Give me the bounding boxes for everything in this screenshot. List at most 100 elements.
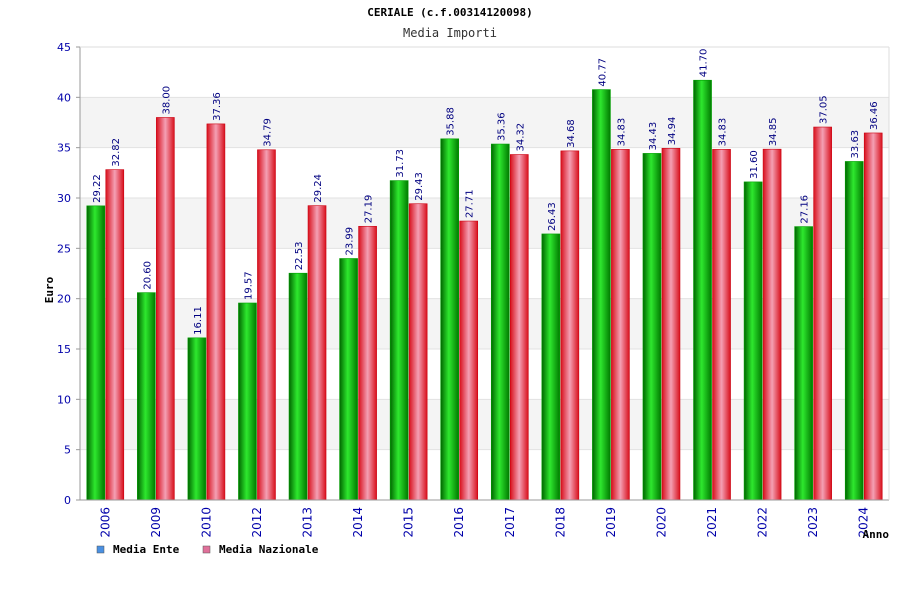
grid-band: [80, 47, 889, 98]
value-label-media-nazionale-2022: 34.85: [768, 118, 779, 147]
y-tick-label: 10: [57, 393, 71, 406]
axes: [79, 46, 890, 501]
value-label-media-ente-2015: 31.73: [395, 149, 406, 178]
bar-media-ente-2018: [541, 233, 561, 501]
bar-media-nazionale-2016: [459, 220, 479, 501]
legend: Media Ente Media Nazionale: [96, 543, 319, 556]
bar-media-ente-2010: [187, 337, 207, 501]
value-label-media-nazionale-2009: 38.00: [161, 86, 172, 115]
y-tick-label: 5: [64, 444, 71, 457]
bar-media-nazionale-2013: [307, 205, 327, 501]
legend-label-media-ente: Media Ente: [113, 543, 180, 556]
x-tick-label-2013: 2013: [301, 507, 315, 538]
x-tick-label-2023: 2023: [806, 507, 820, 538]
bar-media-nazionale-2021: [712, 149, 731, 501]
y-tick-label: 35: [57, 142, 71, 155]
value-label-media-ente-2016: 35.88: [446, 107, 457, 136]
bar-media-ente-2013: [288, 272, 308, 501]
bar-media-ente-2024: [844, 161, 864, 501]
x-tick-label-2009: 2009: [149, 507, 163, 538]
y-tick-label: 20: [57, 293, 71, 306]
value-label-media-ente-2013: 22.53: [294, 242, 305, 271]
value-label-media-ente-2020: 34.43: [648, 122, 659, 151]
value-label-media-nazionale-2023: 37.05: [819, 95, 830, 124]
bar-media-nazionale-2015: [408, 203, 428, 501]
bar-media-ente-2012: [238, 302, 257, 501]
bar-media-ente-2019: [592, 89, 611, 501]
legend-swatch-media-ente: [96, 545, 105, 554]
y-tick-label: 40: [57, 91, 71, 104]
value-label-media-nazionale-2015: 29.43: [414, 172, 425, 201]
value-label-media-ente-2017: 35.36: [496, 112, 507, 141]
value-label-media-ente-2014: 23.99: [345, 227, 356, 256]
legend-label-media-nazionale: Media Nazionale: [219, 543, 319, 556]
value-label-media-nazionale-2012: 34.79: [262, 118, 273, 147]
bar-media-ente-2009: [137, 292, 156, 501]
x-tick-label-2014: 2014: [351, 507, 365, 538]
bar-media-nazionale-2010: [206, 123, 226, 501]
bar-media-ente-2015: [389, 180, 409, 501]
chart-subtitle: Media Importi: [403, 26, 497, 40]
bar-media-nazionale-2012: [257, 149, 276, 501]
x-axis-ticks: 2006 2009 2010 2012 2013 2014 2015 2016 2017 2018…: [98, 507, 870, 538]
bar-media-ente-2023: [794, 226, 813, 501]
legend-swatch-media-nazionale: [202, 545, 211, 554]
value-label-media-nazionale-2024: 36.46: [869, 101, 880, 130]
value-label-media-ente-2019: 40.77: [597, 58, 608, 87]
value-label-media-ente-2010: 16.11: [193, 306, 204, 335]
bar-media-nazionale-2020: [661, 147, 681, 501]
y-tick-label: 25: [57, 242, 71, 255]
x-tick-label-2019: 2019: [604, 507, 618, 538]
bar-media-ente-2017: [490, 143, 510, 501]
bar-media-nazionale-2024: [863, 132, 883, 501]
value-label-media-nazionale-2013: 29.24: [313, 174, 324, 203]
y-tick-label: 45: [57, 41, 71, 54]
value-label-media-ente-2009: 20.60: [142, 261, 153, 290]
x-tick-label-2010: 2010: [199, 507, 213, 538]
y-axis-label: Euro: [43, 276, 56, 303]
value-label-media-ente-2018: 26.43: [547, 202, 558, 231]
value-label-media-nazionale-2019: 34.83: [616, 118, 627, 147]
bar-media-nazionale-2022: [762, 148, 782, 501]
value-label-media-nazionale-2020: 34.94: [667, 117, 678, 146]
value-label-media-ente-2006: 29.22: [92, 174, 103, 203]
value-label-media-nazionale-2010: 37.36: [212, 92, 223, 121]
value-label-media-ente-2022: 31.60: [749, 150, 760, 179]
bar-media-nazionale-2014: [358, 225, 377, 501]
bar-media-ente-2021: [693, 79, 712, 501]
bars: [86, 79, 883, 501]
value-label-media-nazionale-2021: 34.83: [718, 118, 729, 147]
x-tick-label-2015: 2015: [402, 507, 416, 538]
bar-media-nazionale-2009: [156, 117, 175, 501]
x-tick-label-2017: 2017: [503, 507, 517, 538]
value-label-media-ente-2024: 33.63: [850, 130, 861, 159]
bar-media-ente-2022: [743, 181, 763, 501]
y-tick-label: 15: [57, 343, 71, 356]
value-label-media-nazionale-2017: 34.32: [515, 123, 526, 152]
bar-media-nazionale-2019: [611, 149, 630, 501]
value-label-media-ente-2023: 27.16: [800, 195, 811, 224]
value-label-media-ente-2021: 41.70: [699, 49, 710, 78]
bar-media-nazionale-2006: [105, 169, 125, 501]
y-tick-label: 0: [64, 494, 71, 507]
x-tick-label-2022: 2022: [756, 507, 770, 538]
value-label-media-nazionale-2014: 27.19: [364, 195, 375, 224]
bar-media-ente-2016: [440, 138, 460, 501]
value-labels: 29.22 32.82 20.60 38.00 16.11 37.36 19.57 34.79…: [92, 49, 880, 335]
y-tick-label: 30: [57, 192, 71, 205]
bar-media-ente-2020: [642, 153, 662, 501]
value-label-media-ente-2012: 19.57: [243, 271, 254, 300]
x-tick-label-2024: 2024: [857, 507, 871, 538]
bar-media-nazionale-2018: [560, 150, 580, 501]
x-tick-label-2020: 2020: [654, 507, 668, 538]
x-tick-label-2012: 2012: [250, 507, 264, 538]
value-label-media-nazionale-2018: 34.68: [566, 119, 577, 148]
bar-media-nazionale-2023: [813, 126, 832, 501]
value-label-media-nazionale-2006: 32.82: [111, 138, 122, 167]
chart-title: CERIALE (c.f.00314120098): [367, 6, 533, 19]
value-label-media-nazionale-2016: 27.71: [465, 189, 476, 218]
x-tick-label-2018: 2018: [553, 507, 567, 538]
x-tick-label-2006: 2006: [98, 507, 112, 538]
bar-media-nazionale-2017: [509, 154, 529, 501]
